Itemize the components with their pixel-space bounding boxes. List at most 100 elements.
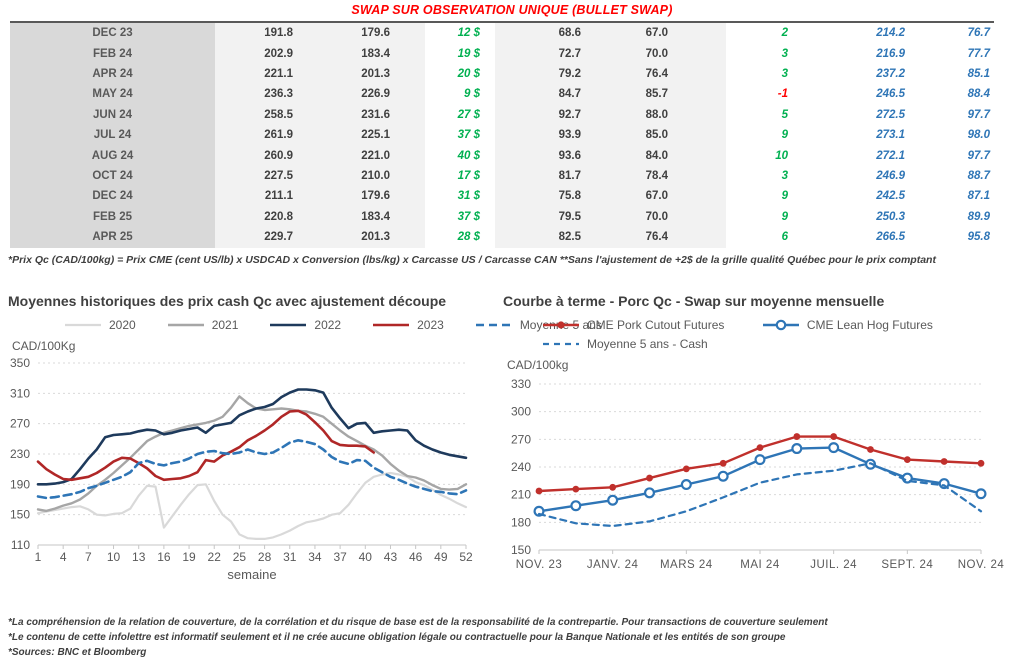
swap-table-rows: DEC 23 191.8 179.6 12 $ 68.6 67.0 2 214.2 76.7 FE… xyxy=(10,23,994,247)
table-cell: 216.9 xyxy=(876,47,905,60)
table-cell: 79.2 xyxy=(558,67,581,80)
table-cell: 97.7 xyxy=(967,108,990,121)
table-cell: MAY 24 xyxy=(92,88,133,101)
table-cell: 85.7 xyxy=(645,88,668,101)
table-cell: 72.7 xyxy=(558,47,581,60)
svg-text:240: 240 xyxy=(511,460,531,474)
table-cell: 179.6 xyxy=(361,27,390,40)
svg-text:NOV. 24: NOV. 24 xyxy=(958,559,1005,571)
svg-text:19: 19 xyxy=(182,550,196,564)
table-cell: 225.1 xyxy=(361,129,390,142)
svg-text:10: 10 xyxy=(107,550,121,564)
table-cell: 17 $ xyxy=(457,169,480,182)
table-cell: 82.5 xyxy=(558,231,581,244)
svg-text:150: 150 xyxy=(10,508,30,522)
footer-note-line: *Sources: BNC et Bloomberg xyxy=(8,647,147,658)
svg-text:110: 110 xyxy=(11,538,30,552)
table-cell: 211.1 xyxy=(264,190,293,203)
table-cell: 220.8 xyxy=(264,210,293,223)
table-cell: 272.5 xyxy=(876,108,905,121)
right-chart-legend: CME Pork Cutout Futures CME Lean Hog Futu… xyxy=(541,318,1019,351)
table-cell: 19 $ xyxy=(457,47,480,60)
table-cell: 183.4 xyxy=(361,47,390,60)
table-cell: 76.7 xyxy=(967,27,990,40)
table-cell: APR 25 xyxy=(92,231,133,244)
table-row: DEC 24 211.1 179.6 31 $ 75.8 67.0 9 242.5 87.1 xyxy=(10,186,994,206)
svg-text:350: 350 xyxy=(10,356,30,370)
left-chart-title: Moyennes historiques des prix cash Qc av… xyxy=(8,293,447,309)
table-cell: 236.3 xyxy=(264,88,293,101)
svg-text:270: 270 xyxy=(511,432,531,446)
table-cell: 89.9 xyxy=(967,210,990,223)
svg-text:SEPT. 24: SEPT. 24 xyxy=(881,559,933,571)
swap-table: DEC 23 191.8 179.6 12 $ 68.6 67.0 2 214.2 76.7 FE… xyxy=(10,21,994,248)
table-cell: JUL 24 xyxy=(93,129,132,142)
svg-text:180: 180 xyxy=(511,515,531,529)
svg-text:JANV. 24: JANV. 24 xyxy=(587,559,639,571)
table-cell: DEC 23 xyxy=(92,27,133,40)
table-cell: 76.4 xyxy=(645,67,668,80)
legend-label: Moyenne 5 ans - Cash xyxy=(587,337,708,351)
table-cell: 84.7 xyxy=(558,88,581,101)
table-row: OCT 24 227.5 210.0 17 $ 81.7 78.4 3 246.9 88.7 xyxy=(10,166,994,186)
table-cell: 20 $ xyxy=(457,67,480,80)
svg-text:40: 40 xyxy=(359,550,373,564)
svg-text:150: 150 xyxy=(511,543,531,557)
legend-swatch-icon xyxy=(373,323,410,327)
table-cell: 221.1 xyxy=(264,67,293,80)
table-cell: 12 $ xyxy=(457,27,480,40)
table-cell: 202.9 xyxy=(264,47,293,60)
svg-text:28: 28 xyxy=(258,550,272,564)
table-cell: 85.0 xyxy=(645,129,668,142)
svg-text:210: 210 xyxy=(511,488,531,502)
legend-swatch-icon xyxy=(543,321,579,329)
table-row: FEB 25 220.8 183.4 37 $ 79.5 70.0 9 250.3 89.9 xyxy=(10,207,994,227)
table-cell: 237.2 xyxy=(876,67,905,80)
svg-text:49: 49 xyxy=(434,550,448,564)
table-cell: DEC 24 xyxy=(92,190,133,203)
formula-note: *Prix Qc (CAD/100kg) = Prix CME (cent US… xyxy=(8,254,936,266)
table-cell: 78.4 xyxy=(645,169,668,182)
table-row: AUG 24 260.9 221.0 40 $ 93.6 84.0 10 272.1 97.7 xyxy=(10,145,994,165)
table-cell: 37 $ xyxy=(457,129,480,142)
table-cell: 70.0 xyxy=(645,210,668,223)
table-cell: 87.1 xyxy=(967,190,990,203)
svg-text:25: 25 xyxy=(233,550,247,564)
svg-text:JUIL. 24: JUIL. 24 xyxy=(810,559,857,571)
left-chart-unit-label: CAD/100Kg xyxy=(12,339,76,353)
table-cell: 3 xyxy=(781,169,788,182)
forward-curve-chart: Courbe à terme - Porc Qc - Swap sur moye… xyxy=(503,293,1019,579)
table-cell: 67.0 xyxy=(645,27,668,40)
table-cell: 84.0 xyxy=(645,149,668,162)
table-cell: FEB 24 xyxy=(93,47,132,60)
table-cell: 201.3 xyxy=(361,231,390,244)
svg-text:13: 13 xyxy=(132,550,146,564)
table-cell: 10 xyxy=(775,149,788,162)
table-row: APR 25 229.7 201.3 28 $ 82.5 76.4 6 266.5 95.8 xyxy=(10,227,994,247)
svg-text:MAI 24: MAI 24 xyxy=(740,559,780,571)
legend-item: 2020 xyxy=(63,318,136,332)
table-cell: 77.7 xyxy=(967,47,990,60)
table-cell: 9 $ xyxy=(464,88,480,101)
table-cell: 258.5 xyxy=(264,108,293,121)
svg-text:190: 190 xyxy=(10,477,30,491)
legend-label: 2020 xyxy=(109,318,136,332)
footer-note-line: *La compréhension de la relation de couv… xyxy=(8,617,828,628)
table-row: DEC 23 191.8 179.6 12 $ 68.6 67.0 2 214.2 76.7 xyxy=(10,23,994,43)
table-cell: OCT 24 xyxy=(92,169,133,182)
table-cell: APR 24 xyxy=(92,67,133,80)
table-cell: 40 $ xyxy=(457,149,480,162)
table-cell: 272.1 xyxy=(876,149,905,162)
right-chart-title: Courbe à terme - Porc Qc - Swap sur moye… xyxy=(503,293,885,309)
table-cell: JUN 24 xyxy=(93,108,132,121)
table-cell: 68.6 xyxy=(558,27,581,40)
svg-text:34: 34 xyxy=(308,550,322,564)
table-cell: 273.1 xyxy=(876,129,905,142)
table-cell: 31 $ xyxy=(457,190,480,203)
svg-text:310: 310 xyxy=(10,386,30,400)
table-row: MAY 24 236.3 226.9 9 $ 84.7 85.7 -1 246.5 88.4 xyxy=(10,84,994,104)
legend-swatch-icon xyxy=(762,319,799,331)
table-cell: 88.4 xyxy=(967,88,990,101)
table-cell: 9 xyxy=(781,129,788,142)
